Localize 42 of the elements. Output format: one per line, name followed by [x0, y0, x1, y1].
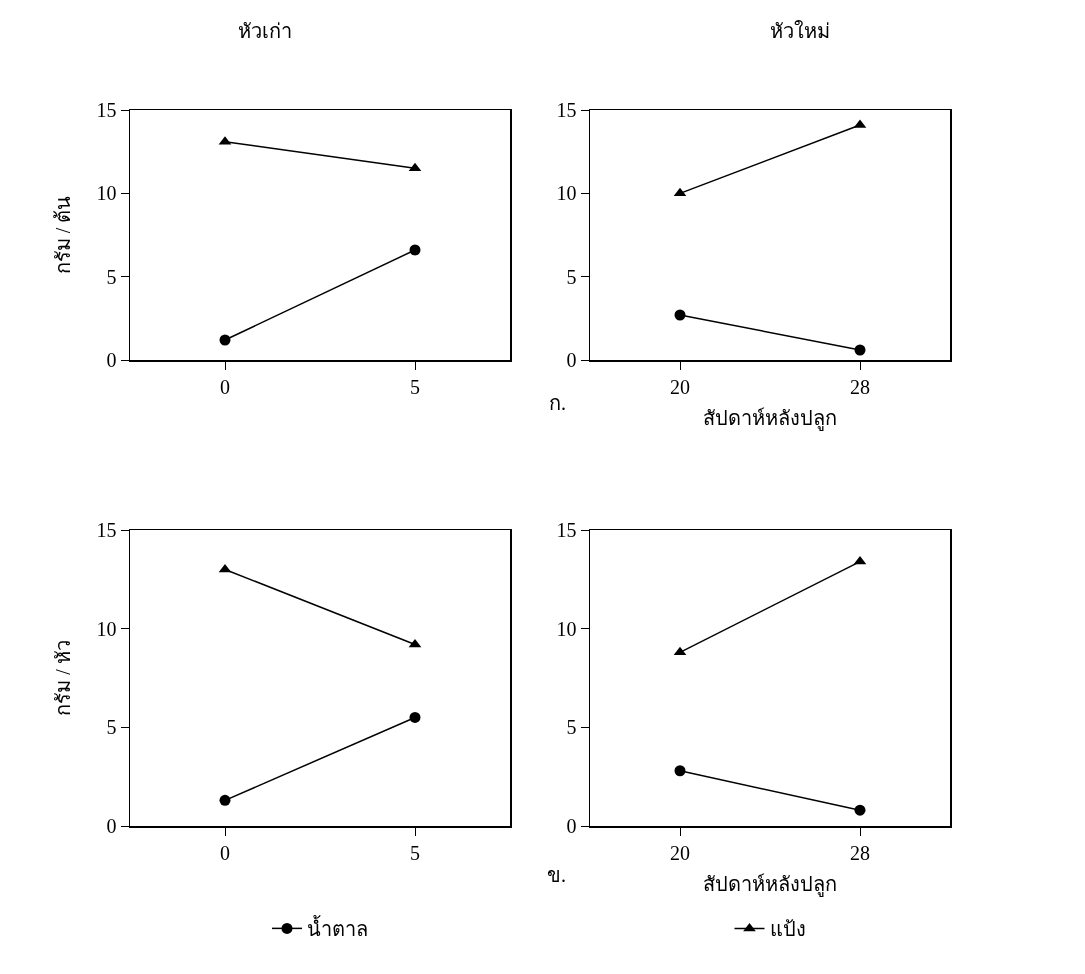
y-axis-title: กรัม / หัว — [52, 640, 75, 716]
y-tick-label: 5 — [106, 265, 117, 288]
chart-title: หัวใหม่ — [770, 19, 830, 42]
y-tick-label: 0 — [106, 815, 117, 837]
chart-title: หัวเก่า — [238, 19, 292, 42]
y-tick-label: 5 — [566, 265, 577, 288]
y-tick-label: 10 — [96, 182, 117, 205]
x-axis-title: สัปดาห์หลังปลูก — [703, 872, 837, 897]
text: ข. — [547, 864, 566, 886]
x-tick-label: 0 — [220, 375, 230, 398]
y-tick-label: 10 — [556, 182, 577, 205]
x-axis-title: สัปดาห์หลังปลูก — [703, 406, 837, 431]
x-tick-label: 28 — [850, 841, 870, 864]
y-tick-label: 15 — [556, 519, 577, 541]
y-axis-title: กรัม / ต้น — [52, 195, 75, 275]
text: ก. — [549, 392, 566, 414]
point — [219, 334, 231, 346]
point — [674, 309, 686, 321]
point — [409, 711, 421, 723]
x-tick-label: 0 — [220, 841, 230, 864]
y-tick-label: 0 — [566, 815, 577, 837]
y-tick-label: 5 — [566, 716, 577, 739]
point — [409, 244, 421, 256]
x-tick-label: 5 — [410, 375, 420, 398]
x-tick-label: 5 — [410, 841, 420, 864]
y-tick-label: 15 — [96, 519, 117, 541]
y-tick-label: 0 — [566, 349, 577, 371]
point — [854, 344, 866, 356]
point — [674, 765, 686, 777]
y-tick-label: 0 — [106, 349, 117, 371]
point — [854, 804, 866, 816]
legend-label: แป้ง — [769, 918, 806, 941]
y-tick-label: 5 — [106, 716, 117, 739]
x-tick-label: 20 — [670, 375, 690, 398]
legend-label: น้ำตาล — [307, 915, 368, 941]
x-tick-label: 28 — [850, 375, 870, 398]
y-tick-label: 10 — [556, 617, 577, 640]
y-tick-label: 10 — [96, 617, 117, 640]
y-tick-label: 15 — [96, 99, 117, 121]
y-tick-label: 15 — [556, 99, 577, 121]
x-tick-label: 20 — [670, 841, 690, 864]
point — [219, 794, 231, 806]
